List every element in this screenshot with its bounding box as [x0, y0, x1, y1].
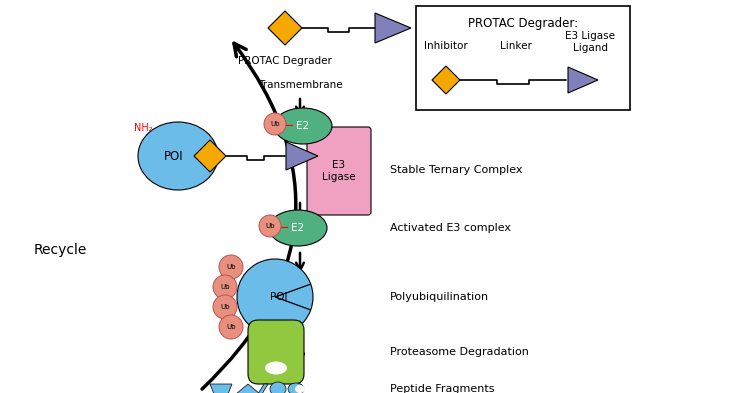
Text: E3 Ligase
Ligand: E3 Ligase Ligand — [565, 31, 615, 53]
Polygon shape — [568, 67, 598, 93]
Text: POI: POI — [164, 149, 184, 162]
Polygon shape — [432, 66, 460, 94]
Text: Polyubiquilination: Polyubiquilination — [390, 292, 489, 302]
Text: Ub: Ub — [220, 304, 230, 310]
Polygon shape — [375, 13, 411, 43]
FancyBboxPatch shape — [416, 6, 630, 110]
Text: Proteasome Degradation: Proteasome Degradation — [390, 347, 529, 357]
Polygon shape — [286, 142, 318, 170]
FancyArrowPatch shape — [202, 43, 296, 389]
Text: Ub: Ub — [226, 264, 236, 270]
Wedge shape — [275, 284, 313, 310]
Circle shape — [219, 315, 243, 339]
Ellipse shape — [295, 385, 305, 393]
FancyBboxPatch shape — [248, 320, 304, 384]
Text: Inhibitor: Inhibitor — [424, 41, 468, 51]
Polygon shape — [194, 140, 226, 172]
Text: Ub: Ub — [266, 223, 274, 229]
Text: Linker: Linker — [500, 41, 532, 51]
Text: Recycle: Recycle — [33, 243, 87, 257]
Text: E2: E2 — [292, 223, 304, 233]
Text: POI: POI — [270, 292, 288, 302]
Circle shape — [259, 215, 281, 237]
Ellipse shape — [274, 108, 332, 144]
Text: Stable Ternary Complex: Stable Ternary Complex — [390, 165, 523, 175]
Text: PROTAC Degrader:: PROTAC Degrader: — [468, 18, 578, 31]
Polygon shape — [268, 11, 302, 45]
Ellipse shape — [270, 382, 286, 393]
Text: Ub: Ub — [226, 324, 236, 330]
Text: NH₂: NH₂ — [134, 123, 152, 133]
Ellipse shape — [269, 210, 327, 246]
Text: Peptide Fragments: Peptide Fragments — [390, 384, 494, 393]
Circle shape — [219, 255, 243, 279]
Wedge shape — [237, 259, 310, 335]
Text: Transmembrane: Transmembrane — [258, 80, 342, 90]
FancyBboxPatch shape — [307, 127, 371, 215]
Circle shape — [213, 295, 237, 319]
Ellipse shape — [265, 362, 287, 375]
Text: E3
Ligase: E3 Ligase — [322, 160, 356, 182]
Text: Ub: Ub — [270, 121, 280, 127]
Text: PROTAC Degrader: PROTAC Degrader — [238, 56, 332, 66]
Polygon shape — [236, 384, 260, 393]
Ellipse shape — [138, 122, 218, 190]
Text: Activated E3 complex: Activated E3 complex — [390, 223, 511, 233]
Circle shape — [264, 113, 286, 135]
Ellipse shape — [288, 383, 304, 393]
Text: E2: E2 — [296, 121, 310, 131]
Polygon shape — [258, 384, 268, 393]
Polygon shape — [210, 384, 232, 393]
Circle shape — [213, 275, 237, 299]
Text: Ub: Ub — [220, 284, 230, 290]
